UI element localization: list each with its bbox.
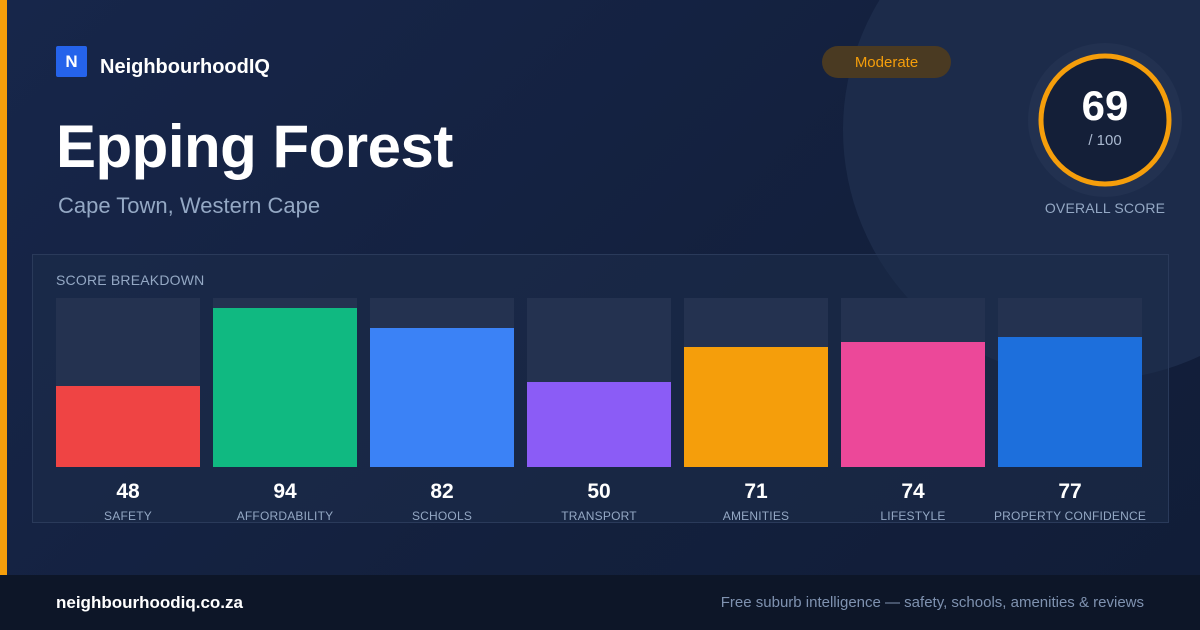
bar-track — [684, 298, 828, 467]
bar-value: 71 — [744, 480, 768, 503]
footer-tagline: Free suburb intelligence — safety, schoo… — [720, 594, 1144, 611]
suburb-title: Epping Forest — [56, 113, 453, 180]
bar-label: TRANSPORT — [561, 509, 637, 523]
bar-fill — [998, 337, 1142, 467]
overall-score-value: 69 — [1081, 82, 1129, 129]
breakdown-bar-chart: 48 SAFETY 94 AFFORDABILITY 82 SCHOOLS 50 TRANSP… — [56, 298, 1146, 523]
bar-value: 77 — [1058, 480, 1082, 503]
bar-column-amenities: 71 AMENITIES — [684, 298, 828, 523]
bar-column-property-confidence: 77 PROPERTY CONFIDENCE — [994, 298, 1146, 523]
bar-label: LIFESTYLE — [880, 509, 946, 523]
score-ring-graphic — [1038, 53, 1172, 187]
bar-fill — [841, 342, 985, 467]
share-card: N NeighbourhoodIQ Epping Forest Cape Tow… — [0, 0, 1200, 575]
suburb-location: Cape Town, Western Cape — [58, 193, 321, 218]
bar-column-schools: 82 SCHOOLS — [370, 298, 514, 523]
bar-column-lifestyle: 74 LIFESTYLE — [841, 298, 985, 523]
bar-value: 48 — [116, 480, 140, 503]
bar-value: 82 — [430, 480, 454, 503]
score-breakdown-panel: SCORE BREAKDOWN 48 SAFETY 94 AFFORDABILITY 8… — [32, 254, 1169, 523]
bar-label: SCHOOLS — [411, 509, 473, 523]
overall-score-label: OVERALL SCORE — [1044, 200, 1166, 216]
bar-fill — [527, 382, 671, 467]
accent-bar — [0, 0, 7, 575]
brand-name: NeighbourhoodIQ — [100, 56, 270, 78]
bar-value: 94 — [273, 480, 297, 503]
bar-fill — [56, 386, 200, 467]
bar-fill — [213, 308, 357, 467]
bar-column-affordability: 94 AFFORDABILITY — [213, 298, 357, 523]
bar-track — [998, 298, 1142, 467]
footer-url: neighbourhoodiq.co.za — [56, 593, 243, 612]
bar-column-safety: 48 SAFETY — [56, 298, 200, 523]
breakdown-title: SCORE BREAKDOWN — [56, 272, 205, 288]
bar-label: AFFORDABILITY — [236, 509, 334, 523]
bar-track — [213, 298, 357, 467]
bar-value: 74 — [901, 480, 925, 503]
bar-track — [527, 298, 671, 467]
bar-value: 50 — [587, 480, 611, 503]
bar-label: AMENITIES — [722, 509, 790, 523]
bar-fill — [684, 347, 828, 467]
bar-label: SAFETY — [104, 509, 152, 523]
bar-track — [370, 298, 514, 467]
bar-column-transport: 50 TRANSPORT — [527, 298, 671, 523]
bar-track — [841, 298, 985, 467]
overall-score-max: / 100 — [1088, 132, 1122, 149]
bar-label: PROPERTY CONFIDENCE — [993, 509, 1147, 523]
brand-logo-icon: N — [56, 46, 87, 77]
footer: neighbourhoodiq.co.za Free suburb intell… — [0, 575, 1200, 630]
score-ring-arc — [1038, 53, 1172, 187]
brand: N NeighbourhoodIQ — [56, 46, 270, 78]
bar-track — [56, 298, 200, 467]
bar-fill — [370, 328, 514, 467]
overall-score-ring: 69 / 100 — [1028, 43, 1182, 197]
rating-badge: Moderate — [822, 46, 951, 78]
